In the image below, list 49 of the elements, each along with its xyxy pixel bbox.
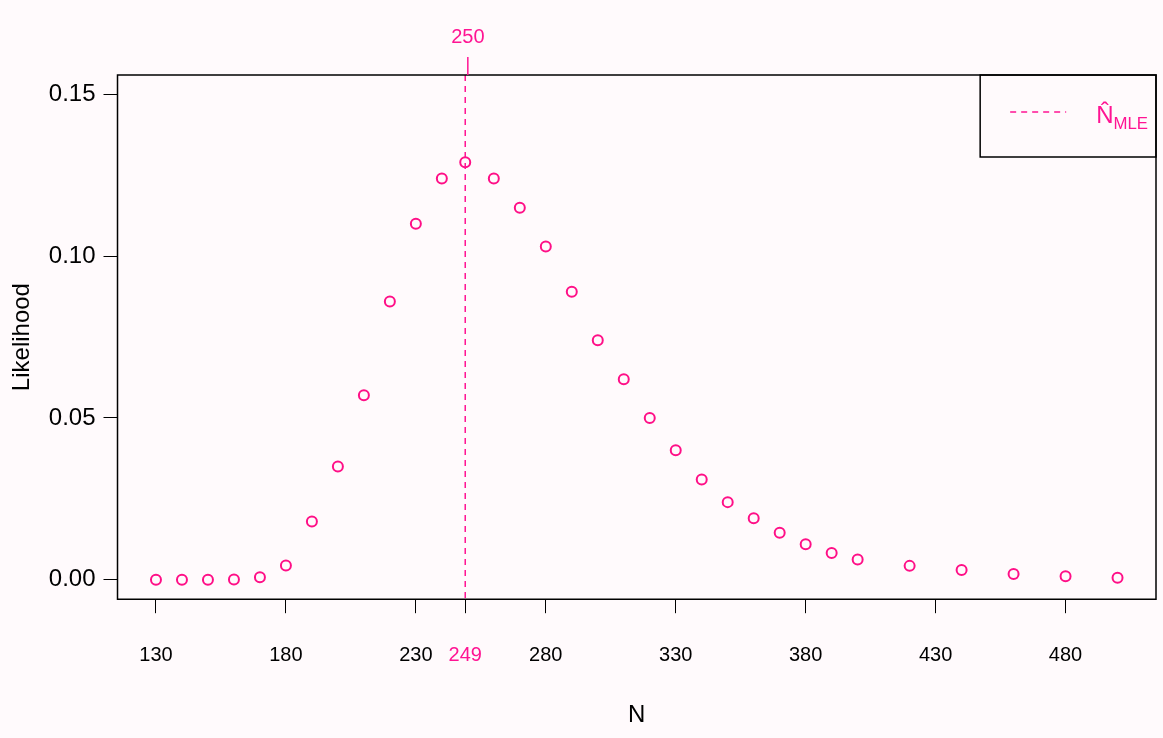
point xyxy=(617,373,630,386)
y-tick-label: 0.05 xyxy=(48,402,96,430)
y-tick-label: 0.10 xyxy=(48,240,96,268)
point xyxy=(175,573,188,586)
x-tick-label: 330 xyxy=(659,642,693,665)
point xyxy=(279,559,292,572)
point xyxy=(487,172,500,185)
point xyxy=(903,559,916,572)
point xyxy=(409,217,422,230)
point xyxy=(1059,570,1072,583)
point xyxy=(539,240,552,253)
point xyxy=(357,389,370,402)
x-axis-title: N xyxy=(628,700,646,728)
y-axis-title: Likelihood xyxy=(7,283,35,392)
point xyxy=(1007,567,1020,580)
point xyxy=(825,546,838,559)
point xyxy=(721,496,734,509)
point xyxy=(565,285,578,298)
point xyxy=(459,156,472,169)
point xyxy=(435,172,448,185)
point xyxy=(695,473,708,486)
point xyxy=(513,201,526,214)
y-tick-label: 0.15 xyxy=(48,79,96,107)
point xyxy=(773,526,786,539)
point xyxy=(227,573,240,586)
annotation: 250 xyxy=(451,24,485,47)
point xyxy=(149,573,162,586)
x-tick-label: 480 xyxy=(1048,642,1083,665)
point xyxy=(253,571,266,584)
point xyxy=(955,564,968,577)
x-tick-label: 280 xyxy=(529,642,563,665)
point xyxy=(851,553,864,566)
point xyxy=(669,444,682,457)
point xyxy=(201,573,214,586)
point xyxy=(643,412,656,424)
x-tick-label: 230 xyxy=(399,642,433,665)
point xyxy=(305,515,318,528)
x-tick-label: 180 xyxy=(269,642,303,665)
point xyxy=(383,295,396,308)
point xyxy=(799,538,812,551)
point xyxy=(1111,571,1124,584)
x-tick-label: 380 xyxy=(788,642,823,665)
point xyxy=(331,460,344,473)
x-tick-label: 249 xyxy=(448,642,482,665)
point xyxy=(591,334,604,347)
y-tick-label: 0.00 xyxy=(48,564,96,592)
point xyxy=(747,512,760,525)
x-tick-label: 430 xyxy=(918,642,953,665)
x-tick-label: 130 xyxy=(139,642,173,665)
